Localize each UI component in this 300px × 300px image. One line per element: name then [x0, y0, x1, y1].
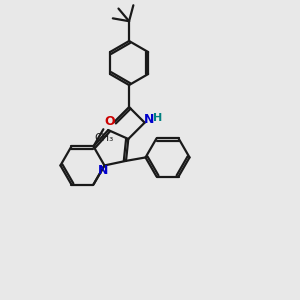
Text: N: N: [98, 164, 109, 178]
Text: H: H: [153, 113, 162, 123]
Text: O: O: [104, 116, 115, 128]
Text: N: N: [144, 113, 155, 127]
Text: CH₃: CH₃: [95, 133, 114, 142]
